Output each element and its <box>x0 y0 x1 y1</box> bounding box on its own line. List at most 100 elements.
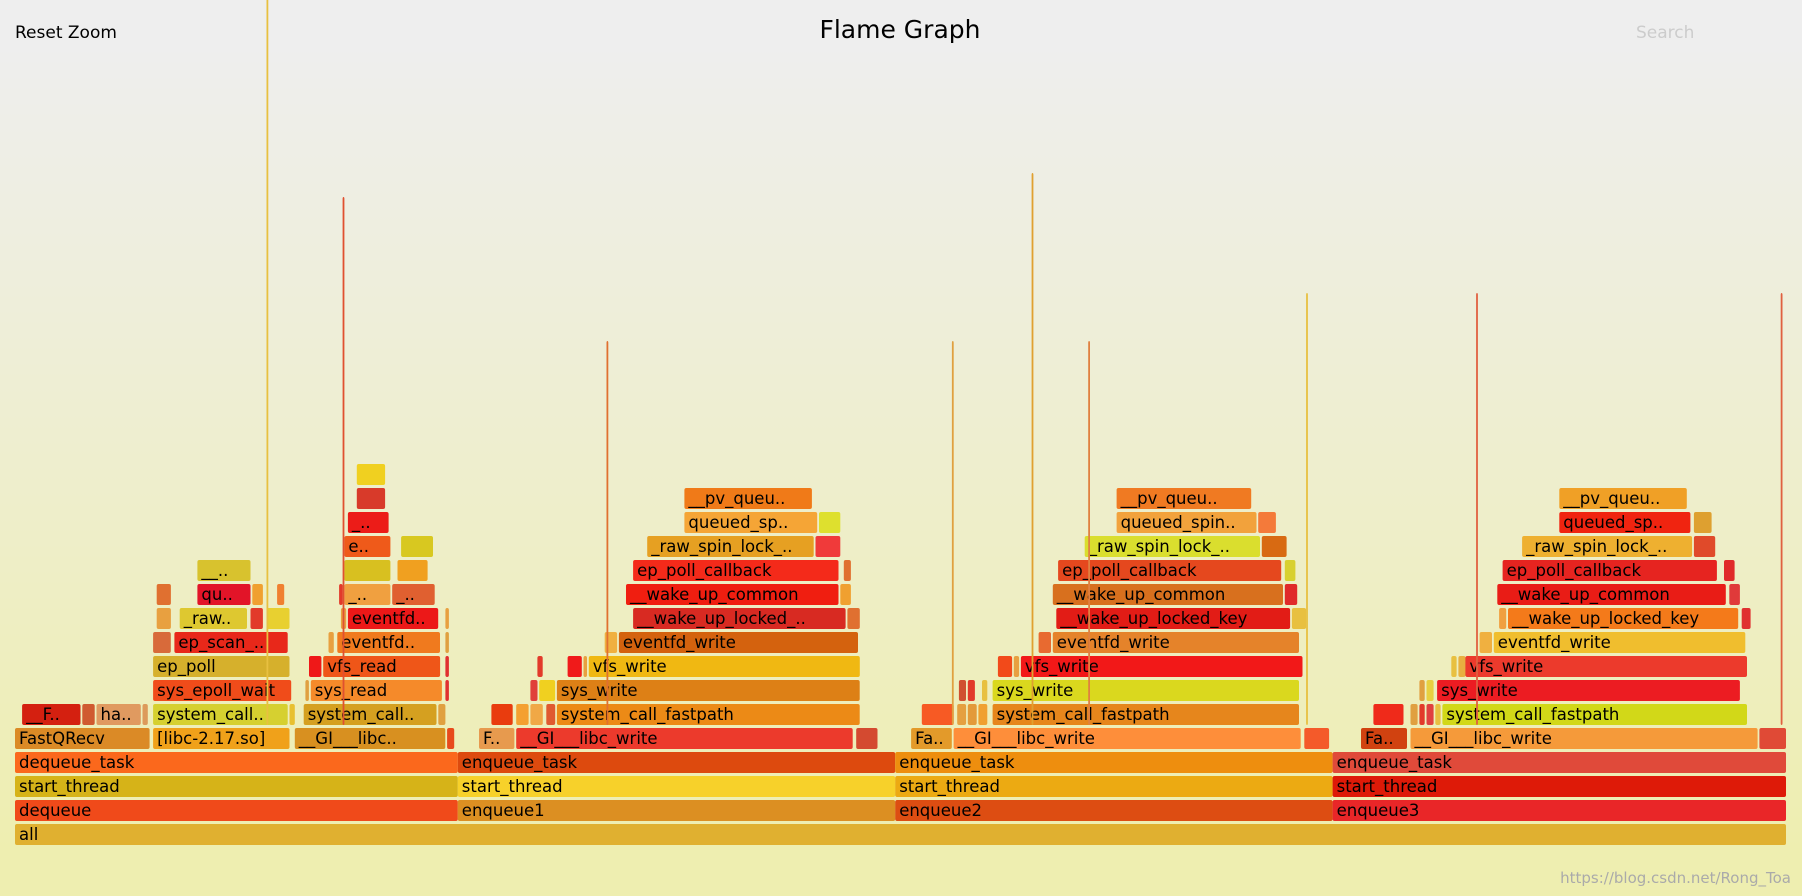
frame-rect[interactable]: system_call <box>153 704 288 725</box>
frame-s9[interactable]: s9 <box>1780 293 1783 725</box>
frame-dequeue_task[interactable]: dequeue_taskdequeue_task <box>15 752 458 773</box>
frame-rect[interactable]: r70 <box>1693 536 1716 557</box>
frame-r55[interactable]: r55 <box>156 584 171 605</box>
frame-r46[interactable]: r46 <box>156 608 171 629</box>
frame-rect[interactable]: __wake_up_common <box>626 584 839 605</box>
frame-s7[interactable]: s7 <box>1306 293 1308 725</box>
frame-r47[interactable]: r47 <box>250 608 263 629</box>
frame-rect[interactable]: enqueue_task <box>457 752 896 773</box>
frame-r36[interactable]: r36 <box>997 656 1013 677</box>
frame-sys_read[interactable]: sys_read sys_read <box>310 680 442 701</box>
frame-rect[interactable]: s6 <box>1088 341 1090 725</box>
frame-eventfd_read[interactable]: eventfd_read eventfd.. <box>337 632 440 653</box>
frame-r17[interactable]: r17 <box>1373 704 1404 725</box>
frame-FastQRecv[interactable]: FastQRecvFastQRecv <box>15 728 150 749</box>
frame-queued_spin_lock[interactable]: queued_spin_lock queued_spin.. <box>1116 512 1257 533</box>
frame-rect[interactable]: r8 <box>438 704 446 725</box>
frame-s3[interactable]: s3 <box>606 341 609 725</box>
frame-__pv_queued[interactable]: __pv_queued__pv_queu.. <box>1116 488 1252 509</box>
frame-r19[interactable]: r19 <box>1419 704 1425 725</box>
frame-queued_spin[interactable]: queued_spinqu.. <box>197 584 251 605</box>
frame-rect[interactable]: eventfd_read <box>337 632 440 653</box>
frame-r44[interactable]: r44 <box>1038 632 1051 653</box>
frame-rect[interactable]: queued_spin_lock <box>684 512 818 533</box>
frame-r13[interactable]: r13 <box>921 704 954 725</box>
frame-rect[interactable]: r58 <box>339 584 343 605</box>
frame-_raw[interactable]: _raw_raw.. <box>179 608 247 629</box>
frame-r22[interactable]: r22 <box>305 680 309 701</box>
frame-__GI___libc_write[interactable]: __GI___libc_write __GI___libc_write <box>516 728 853 749</box>
frame-s2[interactable]: s2 <box>342 197 345 725</box>
frame-rect[interactable]: vfs_write <box>1465 656 1747 677</box>
frame-r11[interactable]: r11 <box>530 704 543 725</box>
frame-r16[interactable]: r16 <box>978 704 988 725</box>
frame-rect[interactable]: eventfd_write <box>618 632 858 653</box>
frame-_e[interactable]: _e _.. <box>392 584 435 605</box>
frame-rect[interactable]: start_thread <box>15 776 458 797</box>
frame-rect[interactable]: __wake_up_common <box>1052 584 1283 605</box>
frame-r39[interactable]: r39 <box>1458 656 1466 677</box>
frame-eventfd_write[interactable]: eventfd_write eventfd_write <box>1493 632 1746 653</box>
frame-r75[interactable]: r75 <box>356 464 386 485</box>
frame-rect[interactable]: r57 <box>277 584 285 605</box>
frame-rect[interactable]: r71 <box>819 512 841 533</box>
frame-rect[interactable]: s2 <box>342 197 345 725</box>
frame-rect[interactable]: r52 <box>1291 608 1307 629</box>
frame-r6[interactable]: r6 <box>142 704 148 725</box>
frame-rect[interactable]: r4 <box>1759 728 1786 749</box>
frame-sys_write[interactable]: sys_write sys_write <box>1437 680 1740 701</box>
frame-rect[interactable]: r1 <box>447 728 455 749</box>
frame-r63[interactable]: r63 <box>397 560 428 581</box>
frame-rect[interactable]: __wake_up_locked_key <box>1508 608 1739 629</box>
frame-vfs_write[interactable]: vfs_write vfs_write <box>588 656 860 677</box>
frame-__GI___libc_write[interactable]: __GI___libc_write __GI___libc_write <box>953 728 1301 749</box>
frame-rect[interactable]: r12 <box>546 704 556 725</box>
frame-system_call_fastpath[interactable]: system_call_fastpath system_call_fastpath <box>556 704 860 725</box>
frame-enqueue_task[interactable]: enqueue_task enqueue_task <box>895 752 1333 773</box>
frame-r68[interactable]: r68 <box>815 536 841 557</box>
frame-rect[interactable]: r7 <box>289 704 295 725</box>
frame-r72[interactable]: r72 <box>1258 512 1276 533</box>
frame-r40[interactable]: r40 <box>153 632 171 653</box>
frame-r58[interactable]: r58 <box>339 584 343 605</box>
frame-rect[interactable]: r62 <box>344 560 391 581</box>
frame-rect[interactable]: r36 <box>997 656 1013 677</box>
frame-rect[interactable]: s9 <box>1780 293 1783 725</box>
frame-rect[interactable]: __GI___libc_write <box>953 728 1301 749</box>
frame-rect[interactable]: ep_poll <box>153 656 290 677</box>
frame-rect[interactable]: r46 <box>156 608 171 629</box>
frame-rect[interactable]: ep_poll_callback <box>1502 560 1717 581</box>
frame-rect[interactable]: _raw_spin_lock <box>647 536 814 557</box>
frame-r66[interactable]: r66 <box>1724 560 1735 581</box>
frame-rect[interactable]: r25 <box>539 680 556 701</box>
frame-rect[interactable]: eventfd_ctx_read <box>347 608 439 629</box>
frame-enqueue2[interactable]: enqueue2 enqueue2 <box>895 800 1333 821</box>
frame-rect[interactable]: ep_poll_callback <box>633 560 839 581</box>
frame-rect[interactable]: __wake_up_locked <box>633 608 846 629</box>
frame-r59[interactable]: r59 <box>840 584 851 605</box>
frame-rect[interactable]: r5 <box>82 704 95 725</box>
frame-queued_spin_lock[interactable]: queued_spin_lock queued_sp.. <box>684 512 818 533</box>
frame-eventfd_ctx_read[interactable]: eventfd_ctx_read eventfd.. <box>347 608 439 629</box>
frame-rect[interactable]: r31 <box>309 656 322 677</box>
frame-r30[interactable]: r30 <box>1426 680 1434 701</box>
frame-enqueue3[interactable]: enqueue3 enqueue3 <box>1332 800 1786 821</box>
frame-rect[interactable]: r35 <box>583 656 588 677</box>
frame-rect[interactable]: r26 <box>958 680 966 701</box>
frame-rect[interactable]: r34 <box>567 656 582 677</box>
frame-ep_poll_callback[interactable]: ep_poll_callback ep_poll_callback <box>1058 560 1282 581</box>
frame-r24[interactable]: r24 <box>530 680 538 701</box>
frame-rect[interactable]: _raw_spin_lock <box>1522 536 1693 557</box>
frame-r38[interactable]: r38 <box>1451 656 1457 677</box>
frame-vfs_write[interactable]: vfs_write vfs_write <box>1020 656 1303 677</box>
frame-rect[interactable]: system_call <box>303 704 437 725</box>
frame-rect[interactable]: sys_write <box>1437 680 1740 701</box>
frame-rect[interactable]: r44 <box>1038 632 1051 653</box>
frame-rect[interactable]: eventfd_write <box>1493 632 1746 653</box>
search-button[interactable]: Search <box>1636 23 1694 43</box>
frame-r14[interactable]: r14 <box>957 704 967 725</box>
frame-r70[interactable]: r70 <box>1693 536 1716 557</box>
frame-rect[interactable]: r27 <box>967 680 975 701</box>
